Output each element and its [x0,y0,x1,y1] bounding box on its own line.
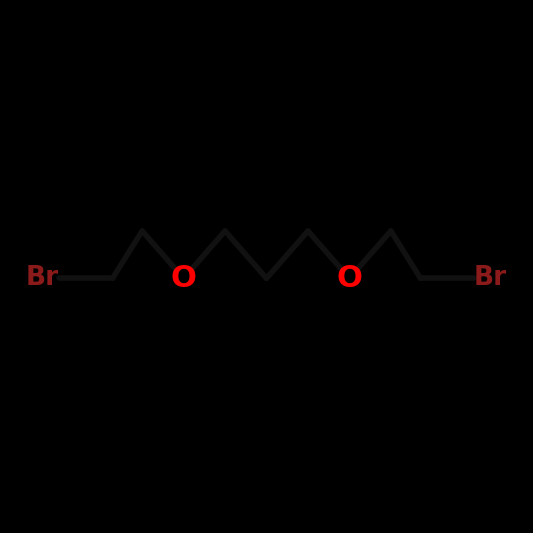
Text: O: O [171,264,197,293]
Text: O: O [336,264,362,293]
Text: Br: Br [474,265,507,292]
Text: Br: Br [26,265,59,292]
